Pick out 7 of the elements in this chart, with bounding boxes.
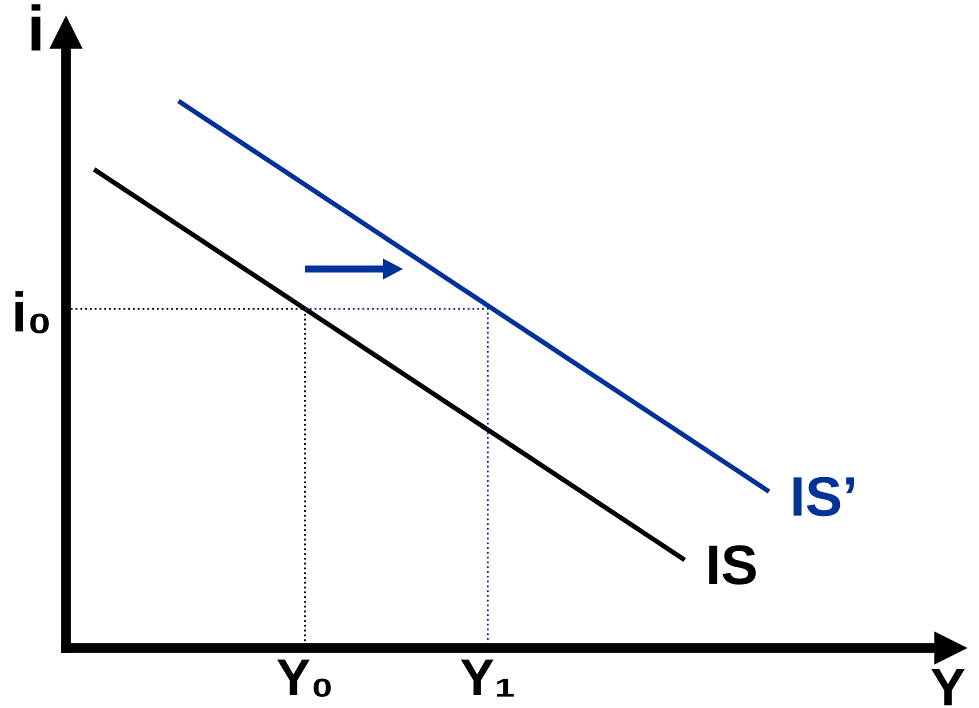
y-axis-title: i [32,4,40,51]
x-axis-title: Y [931,668,965,706]
series-label: IS [709,545,756,585]
series-label: IS’ [794,476,854,516]
x-tick-label: Y₁ [460,660,514,697]
x-tick-label: Y₀ [277,660,331,697]
text: i₀ [15,291,49,334]
